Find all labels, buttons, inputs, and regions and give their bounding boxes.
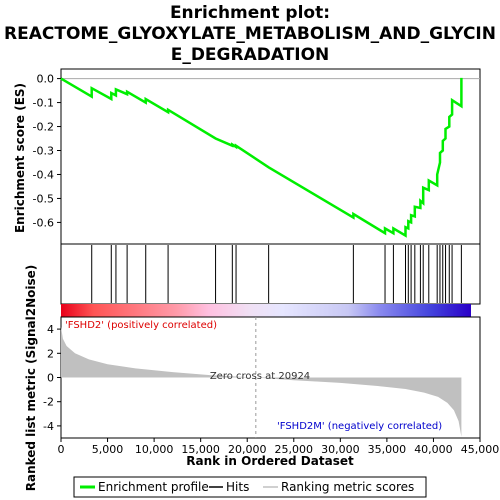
- chart-title-line1: Enrichment plot:: [170, 3, 330, 23]
- hits-panel-frame: [60, 243, 481, 305]
- metric-y-tick-label: 0: [47, 372, 54, 385]
- es-y-tick-label: -0.3: [33, 145, 54, 158]
- zero-cross-label: Zero cross at 20924: [210, 371, 310, 382]
- es-panel-frame: [60, 68, 481, 245]
- x-tick-label: 25,000: [275, 443, 314, 456]
- x-tick-label: 40,000: [414, 443, 453, 456]
- metric-y-tick-label: -4: [43, 420, 54, 433]
- ranking-metric-area: [61, 326, 462, 437]
- enrichment-profile-line: [60, 77, 463, 238]
- es-y-tick-label: 0.0: [37, 73, 55, 86]
- x-tick-label: 15,000: [181, 443, 220, 456]
- x-tick-label: 10,000: [135, 443, 174, 456]
- legend-metric-label: Ranking metric scores: [281, 480, 414, 494]
- x-tick-label: 30,000: [321, 443, 360, 456]
- x-tick-label: 20,000: [228, 443, 267, 456]
- x-tick-label: 5,000: [92, 443, 124, 456]
- es-y-tick-label: -0.2: [33, 121, 54, 134]
- x-tick-label: 45,000: [461, 443, 500, 456]
- es-axis-title: Enrichment score (ES): [13, 83, 27, 233]
- es-y-tick-label: -0.1: [33, 97, 54, 110]
- metric-y-tick-label: -2: [43, 396, 54, 409]
- metric-y-tick-label: 2: [47, 347, 54, 360]
- es-y-tick-label: -0.6: [33, 216, 54, 229]
- metric-y-tick-label: 4: [47, 323, 54, 336]
- legend-box: [73, 476, 427, 498]
- positive-correlation-label: 'FSHD2' (positively correlated): [65, 320, 217, 331]
- ranking-heatmap-bar: [61, 304, 471, 317]
- chart-title-line2: REACTOME_GLYOXYLATE_METABOLISM_AND_GLYCI…: [4, 24, 496, 44]
- es-y-tick-label: -0.5: [33, 192, 54, 205]
- es-y-tick-label: -0.4: [33, 168, 54, 181]
- legend-hits-label: Hits: [226, 480, 249, 494]
- legend-enrichment-label: Enrichment profile: [98, 480, 209, 494]
- x-tick-label: 0: [58, 443, 65, 456]
- metric-axis-title: Ranked list metric (Signal2Noise): [24, 265, 38, 492]
- x-tick-label: 35,000: [368, 443, 407, 456]
- chart-title-line3: E_DEGRADATION: [171, 45, 330, 65]
- negative-correlation-label: 'FSHD2M' (negatively correlated): [277, 421, 442, 432]
- x-axis-title: Rank in Ordered Dataset: [186, 454, 354, 468]
